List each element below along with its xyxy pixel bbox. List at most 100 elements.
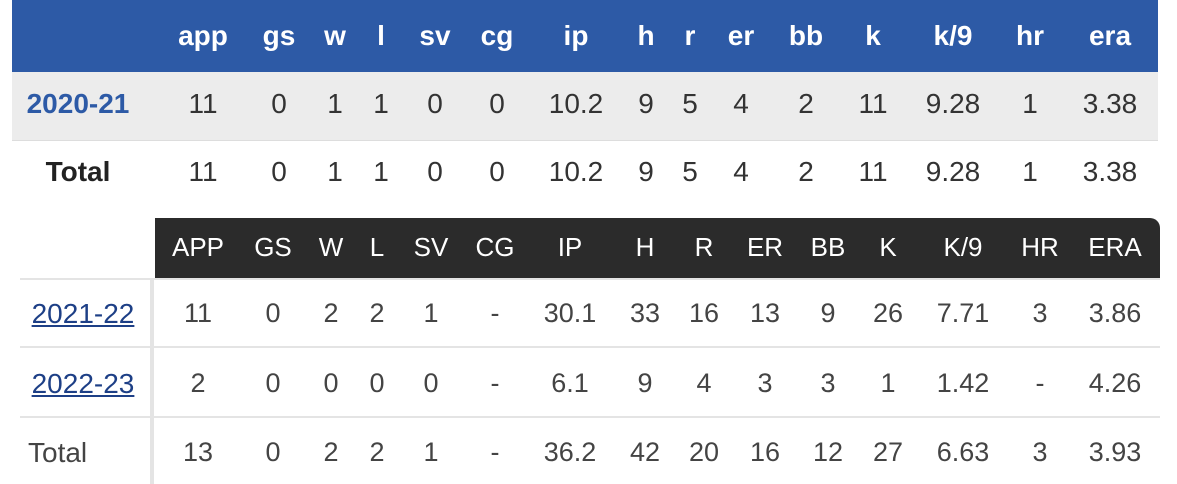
season-link[interactable]: 2022-23 bbox=[31, 368, 135, 399]
stat-cell: 1 bbox=[373, 88, 389, 119]
stat-cell: 1 bbox=[1022, 88, 1038, 119]
stat-cell: 3 bbox=[820, 368, 836, 398]
stat-cell: 0 bbox=[427, 88, 443, 119]
stat-cell: 0 bbox=[489, 156, 505, 187]
stat-cell: 9 bbox=[820, 298, 836, 328]
table2-row-divider bbox=[20, 278, 1160, 280]
stat-cell: 11 bbox=[188, 156, 218, 187]
stat-cell: 2 bbox=[369, 437, 385, 467]
stat-cell: 3.93 bbox=[1088, 437, 1142, 467]
stat-cell: 20 bbox=[688, 437, 720, 467]
stat-cell: 3 bbox=[1032, 437, 1048, 467]
column-header: bb bbox=[788, 20, 824, 51]
stat-cell: 0 bbox=[323, 368, 339, 398]
stat-cell: 42 bbox=[629, 437, 661, 467]
column-header: IP bbox=[557, 232, 583, 262]
column-header: W bbox=[318, 232, 344, 262]
stat-cell: - bbox=[490, 368, 500, 398]
stat-cell: 13 bbox=[749, 298, 781, 328]
stat-cell: 27 bbox=[872, 437, 904, 467]
stat-cell: 13 bbox=[182, 437, 214, 467]
season-label: 2020-21 bbox=[26, 88, 130, 119]
column-header: l bbox=[377, 20, 385, 51]
column-header: L bbox=[369, 232, 385, 262]
stat-cell: - bbox=[490, 437, 500, 467]
stat-cell: 2 bbox=[798, 88, 814, 119]
stat-cell: 9.28 bbox=[925, 156, 981, 187]
stat-cell: 33 bbox=[629, 298, 661, 328]
stat-cell: 16 bbox=[688, 298, 720, 328]
total-label: Total bbox=[45, 156, 111, 187]
stat-cell: 0 bbox=[265, 368, 281, 398]
stat-cell: 6.1 bbox=[551, 368, 589, 398]
stat-cell: 10.2 bbox=[548, 88, 604, 119]
stat-cell: 5 bbox=[682, 88, 698, 119]
stat-cell: 4 bbox=[733, 156, 749, 187]
table2-header-bg bbox=[155, 218, 1160, 278]
column-header: BB bbox=[810, 232, 846, 262]
stat-cell: 3 bbox=[757, 368, 773, 398]
stat-cell: 2 bbox=[190, 368, 206, 398]
column-header: sv bbox=[419, 20, 451, 51]
stat-cell: 0 bbox=[423, 368, 439, 398]
column-header: hr bbox=[1016, 20, 1044, 51]
stat-cell: 3.38 bbox=[1082, 156, 1138, 187]
stat-cell: 11 bbox=[858, 88, 888, 119]
stat-cell: 9 bbox=[638, 88, 654, 119]
stat-cell: - bbox=[490, 298, 500, 328]
column-header: ERA bbox=[1088, 232, 1142, 262]
stat-cell: 2 bbox=[369, 298, 385, 328]
column-header: er bbox=[727, 20, 755, 51]
table2-vertical-divider bbox=[150, 278, 154, 484]
stat-cell: 1 bbox=[423, 437, 439, 467]
stat-cell: 11 bbox=[858, 156, 888, 187]
stat-cell: 16 bbox=[749, 437, 781, 467]
column-header: k bbox=[865, 20, 881, 51]
stat-cell: 10.2 bbox=[548, 156, 604, 187]
table1-header-bg bbox=[12, 0, 1158, 72]
column-header: K bbox=[879, 232, 897, 262]
stat-cell: 1 bbox=[327, 156, 343, 187]
stat-cell: 7.71 bbox=[936, 298, 990, 328]
stat-cell: 5 bbox=[682, 156, 698, 187]
column-header: w bbox=[324, 20, 346, 51]
stat-cell: 2 bbox=[323, 298, 339, 328]
column-header: SV bbox=[413, 232, 449, 262]
table2-row-divider bbox=[20, 346, 1160, 348]
stat-cell: 3.86 bbox=[1088, 298, 1142, 328]
column-header: k/9 bbox=[933, 20, 973, 51]
stat-cell: 9 bbox=[638, 156, 654, 187]
total-label: Total bbox=[28, 437, 88, 468]
stat-cell: 26 bbox=[872, 298, 904, 328]
stat-cell: 2 bbox=[323, 437, 339, 467]
column-header: H bbox=[635, 232, 655, 262]
stat-cell: 1 bbox=[1022, 156, 1038, 187]
stat-cell: 1 bbox=[880, 368, 896, 398]
stat-cell: 1 bbox=[327, 88, 343, 119]
stat-cell: 4 bbox=[733, 88, 749, 119]
stat-cell: 1.42 bbox=[936, 368, 990, 398]
column-header: K/9 bbox=[943, 232, 983, 262]
stat-cell: 0 bbox=[271, 88, 287, 119]
stat-cell: 1 bbox=[423, 298, 439, 328]
table1-row-divider bbox=[12, 140, 1158, 141]
stat-cell: 0 bbox=[271, 156, 287, 187]
column-header: CG bbox=[475, 232, 515, 262]
column-header: ip bbox=[563, 20, 589, 51]
stat-cell: 9 bbox=[637, 368, 653, 398]
column-header: era bbox=[1088, 20, 1132, 51]
season-link[interactable]: 2021-22 bbox=[31, 298, 135, 329]
table2-row-divider bbox=[20, 416, 1160, 418]
column-header: APP bbox=[171, 232, 225, 262]
stat-cell: 0 bbox=[265, 298, 281, 328]
column-header: r bbox=[684, 20, 696, 51]
column-header: app bbox=[178, 20, 228, 51]
stat-cell: 12 bbox=[812, 437, 844, 467]
column-header: gs bbox=[262, 20, 296, 51]
column-header: h bbox=[637, 20, 655, 51]
stat-cell: 36.2 bbox=[543, 437, 597, 467]
stat-cell: 0 bbox=[427, 156, 443, 187]
stat-cell: 6.63 bbox=[936, 437, 990, 467]
column-header: GS bbox=[254, 232, 292, 262]
